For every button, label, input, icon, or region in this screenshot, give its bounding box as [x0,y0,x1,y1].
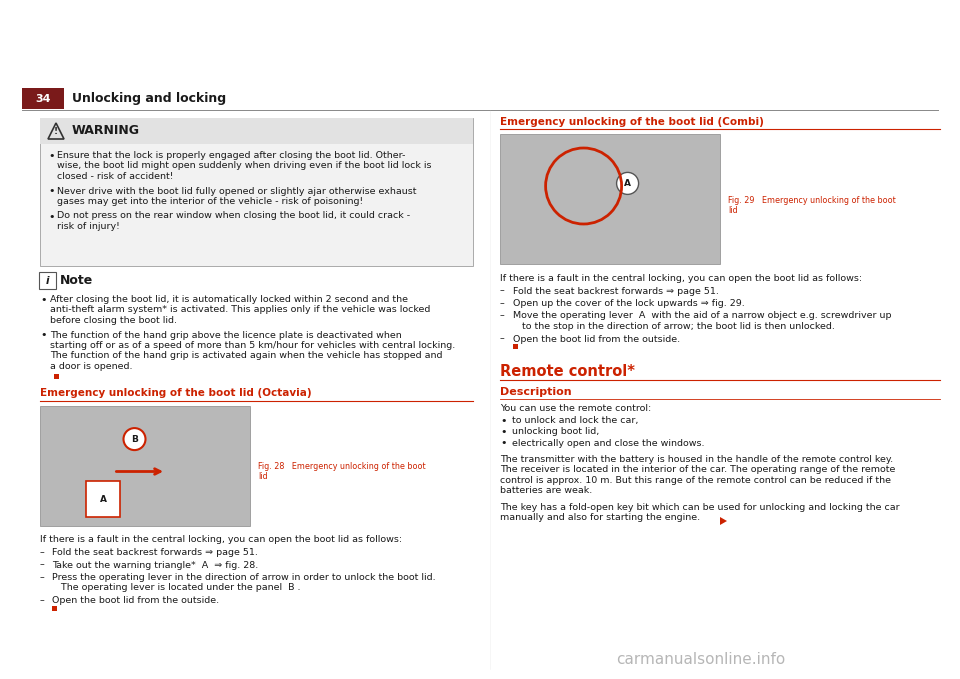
Text: •: • [48,151,55,161]
FancyBboxPatch shape [52,606,57,610]
Text: A: A [100,494,107,504]
Circle shape [124,428,146,450]
Text: Open the boot lid from the outside.: Open the boot lid from the outside. [513,335,680,344]
FancyBboxPatch shape [40,118,473,144]
Text: The key has a fold-open key bit which can be used for unlocking and locking the : The key has a fold-open key bit which ca… [500,503,900,522]
Text: The transmitter with the battery is housed in the handle of the remote control k: The transmitter with the battery is hous… [500,455,896,495]
Text: •: • [500,416,507,426]
Text: Unlocking and locking: Unlocking and locking [72,92,227,105]
Text: •: • [500,427,507,437]
Text: •: • [48,187,55,196]
Text: Fold the seat backrest forwards ⇒ page 51.: Fold the seat backrest forwards ⇒ page 5… [513,287,719,295]
Text: –: – [40,560,45,570]
Text: Description: Description [500,387,571,397]
Text: Remote control*: Remote control* [500,364,635,379]
Text: –: – [40,548,45,557]
Text: –: – [40,573,45,582]
Text: Never drive with the boot lid fully opened or slightly ajar otherwise exhaust
ga: Never drive with the boot lid fully open… [57,187,417,206]
Text: If there is a fault in the central locking, you can open the boot lid as follows: If there is a fault in the central locki… [500,274,862,283]
Text: –: – [40,596,45,605]
Text: unlocking boot lid,: unlocking boot lid, [512,427,599,436]
FancyBboxPatch shape [500,134,720,264]
Text: –: – [500,335,505,344]
Text: WARNING: WARNING [72,124,140,138]
Text: Fig. 28   Emergency unlocking of the boot
lid: Fig. 28 Emergency unlocking of the boot … [258,462,425,481]
Text: carmanualsonline.info: carmanualsonline.info [616,652,785,667]
Text: A: A [624,179,631,188]
Text: Note: Note [60,274,93,287]
Text: !: ! [54,126,58,136]
Text: –: – [500,299,505,308]
Text: Move the operating lever  A  with the aid of a narrow object e.g. screwdriver up: Move the operating lever A with the aid … [513,312,892,331]
Polygon shape [720,517,727,525]
Text: electrically open and close the windows.: electrically open and close the windows. [512,439,705,447]
Text: •: • [40,295,46,305]
Text: If there is a fault in the central locking, you can open the boot lid as follows: If there is a fault in the central locki… [40,536,402,545]
Text: Open the boot lid from the outside.: Open the boot lid from the outside. [52,596,219,605]
Text: –: – [500,312,505,320]
Text: Fold the seat backrest forwards ⇒ page 51.: Fold the seat backrest forwards ⇒ page 5… [52,548,258,557]
Text: •: • [40,331,46,340]
Text: Ensure that the lock is properly engaged after closing the boot lid. Other-
wise: Ensure that the lock is properly engaged… [57,151,431,181]
Text: Take out the warning triangle*  A  ⇒ fig. 28.: Take out the warning triangle* A ⇒ fig. … [52,560,258,570]
Text: Fig. 29   Emergency unlocking of the boot
lid: Fig. 29 Emergency unlocking of the boot … [728,196,896,215]
FancyBboxPatch shape [39,272,56,289]
Text: •: • [48,211,55,221]
Text: After closing the boot lid, it is automatically locked within 2 second and the
a: After closing the boot lid, it is automa… [50,295,430,325]
FancyBboxPatch shape [40,118,473,266]
Text: B: B [132,435,138,443]
FancyBboxPatch shape [513,344,518,349]
Text: Press the operating lever in the direction of arrow in order to unlock the boot : Press the operating lever in the directi… [52,573,436,592]
Text: Do not press on the rear window when closing the boot lid, it could crack -
risk: Do not press on the rear window when clo… [57,211,410,231]
Text: Emergency unlocking of the boot lid (Combi): Emergency unlocking of the boot lid (Com… [500,117,764,127]
Circle shape [616,172,638,194]
FancyBboxPatch shape [54,373,59,378]
Text: The function of the hand grip above the licence plate is deactivated when
starti: The function of the hand grip above the … [50,331,455,371]
Text: to unlock and lock the car,: to unlock and lock the car, [512,416,638,424]
FancyBboxPatch shape [40,405,250,526]
Text: 34: 34 [36,94,51,103]
Text: You can use the remote control:: You can use the remote control: [500,404,651,413]
Text: i: i [46,276,49,285]
Text: •: • [500,439,507,449]
Text: Open up the cover of the lock upwards ⇒ fig. 29.: Open up the cover of the lock upwards ⇒ … [513,299,745,308]
Text: –: – [500,287,505,295]
FancyBboxPatch shape [22,88,64,109]
Text: Emergency unlocking of the boot lid (Octavia): Emergency unlocking of the boot lid (Oct… [40,388,312,399]
